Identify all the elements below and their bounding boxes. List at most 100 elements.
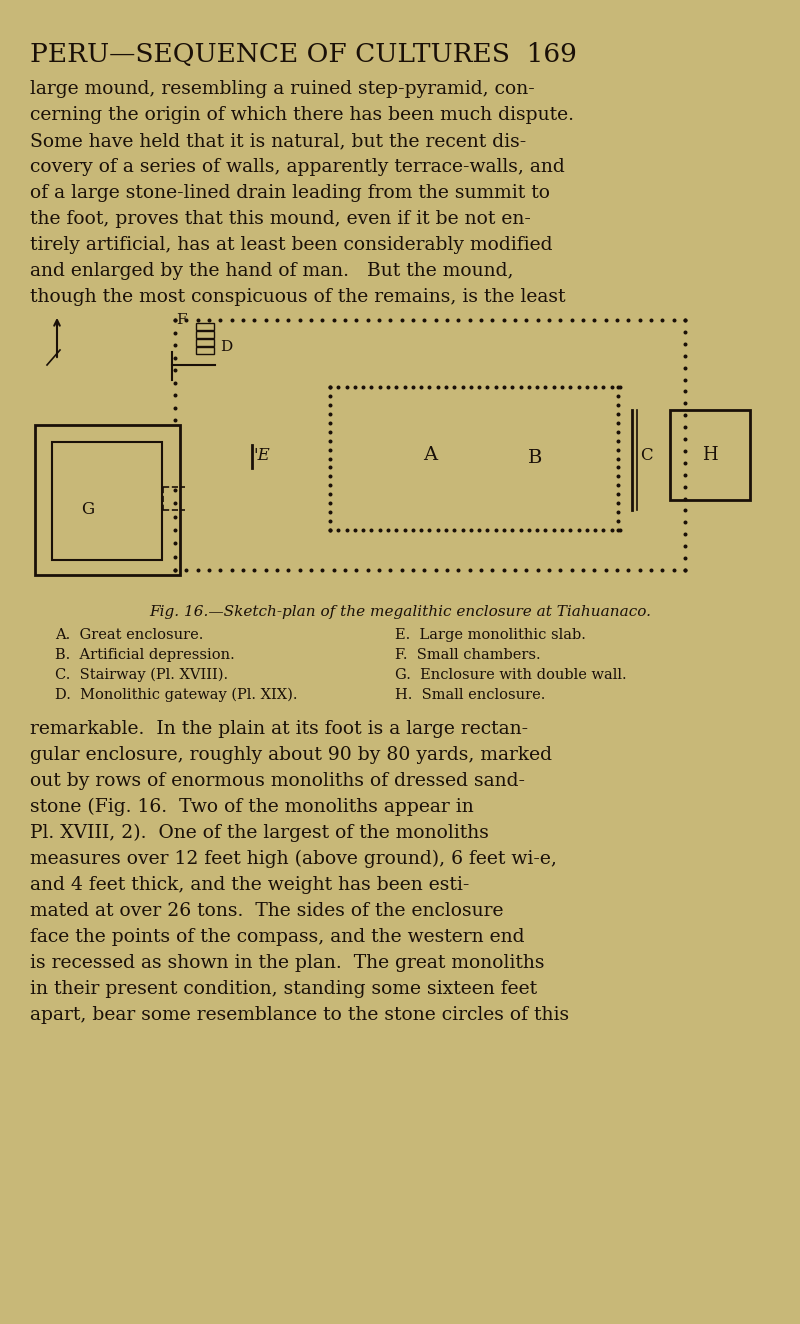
Point [440,519,453,540]
Point [506,519,518,540]
Text: the foot, proves that this mound, even if it be not en-: the foot, proves that this mound, even i… [30,211,531,228]
Bar [670,410,750,500]
Point [440,376,453,397]
Point [474,560,487,581]
Point [611,511,624,532]
Point [611,385,624,406]
Point [169,335,182,356]
Point [169,409,182,430]
Point [202,560,215,581]
Point [350,560,362,581]
Bar [196,339,214,346]
Point [456,376,469,397]
Point [406,519,419,540]
Point [191,310,204,331]
Point [614,519,626,540]
Point [270,310,283,331]
Point [365,519,378,540]
Point [610,310,623,331]
Point [606,519,618,540]
Point [441,560,454,581]
Point [362,310,374,331]
Point [398,519,411,540]
Point [423,519,436,540]
Text: A.  Great enclosure.: A. Great enclosure. [55,628,203,642]
Point [645,310,658,331]
Point [340,519,353,540]
Point [678,357,691,379]
Text: H: H [702,446,718,463]
Point [323,493,337,514]
Point [498,310,510,331]
Point [597,376,610,397]
Point [248,560,261,581]
Point [323,440,337,461]
Point [406,560,419,581]
Point [323,519,337,540]
Point [323,475,337,496]
Point [362,560,374,581]
Text: 'E: 'E [253,446,270,463]
Text: Pl. XVIII, 2).  One of the largest of the monoliths: Pl. XVIII, 2). One of the largest of the… [30,824,489,842]
Point [564,519,577,540]
Point [486,310,498,331]
Point [316,560,329,581]
Point [481,376,494,397]
Point [349,519,362,540]
Text: stone (Fig. 16.  Two of the monoliths appear in: stone (Fig. 16. Two of the monoliths app… [30,798,474,817]
Point [678,477,691,498]
Point [486,560,498,581]
Point [349,376,362,397]
Point [678,310,691,331]
Point [452,560,465,581]
Point [611,440,624,461]
Point [323,483,337,504]
Point [180,560,193,581]
Point [423,376,436,397]
Point [169,397,182,418]
Point [490,519,502,540]
Point [678,334,691,355]
Point [678,441,691,462]
Point [610,560,623,581]
Point [465,376,478,397]
Point [323,466,337,487]
Point [531,560,544,581]
Text: F.  Small chambers.: F. Small chambers. [395,647,541,662]
Point [294,560,306,581]
Point [323,502,337,523]
Bar [196,347,214,354]
Point [390,519,402,540]
Point [395,310,408,331]
Point [678,560,691,581]
Point [634,560,646,581]
Point [611,493,624,514]
Point [678,560,691,581]
Text: G.  Enclosure with double wall.: G. Enclosure with double wall. [395,669,626,682]
Text: H.  Small enclosure.: H. Small enclosure. [395,688,546,702]
Point [430,560,442,581]
Point [398,376,411,397]
Point [588,310,601,331]
Point [382,376,394,397]
Text: measures over 12 feet high (above ground), 6 feet wi­e,: measures over 12 feet high (above ground… [30,850,557,869]
Point [169,322,182,343]
Point [498,376,510,397]
Point [316,310,329,331]
Point [566,560,578,581]
Point [520,560,533,581]
Point [169,347,182,368]
Point [611,457,624,478]
Point [667,560,680,581]
Point [465,519,478,540]
Point [414,519,427,540]
Point [554,310,566,331]
Point [530,519,543,540]
Text: cerning the origin of which there has been much dispute.: cerning the origin of which there has be… [30,106,574,124]
Point [323,457,337,478]
Text: remarkable.  In the plain at its foot is a large rectan-: remarkable. In the plain at its foot is … [30,720,528,737]
Point [338,310,351,331]
Point [589,519,602,540]
Point [522,376,535,397]
Text: apart, bear some resemblance to the stone circles of this: apart, bear some resemblance to the ston… [30,1006,569,1023]
